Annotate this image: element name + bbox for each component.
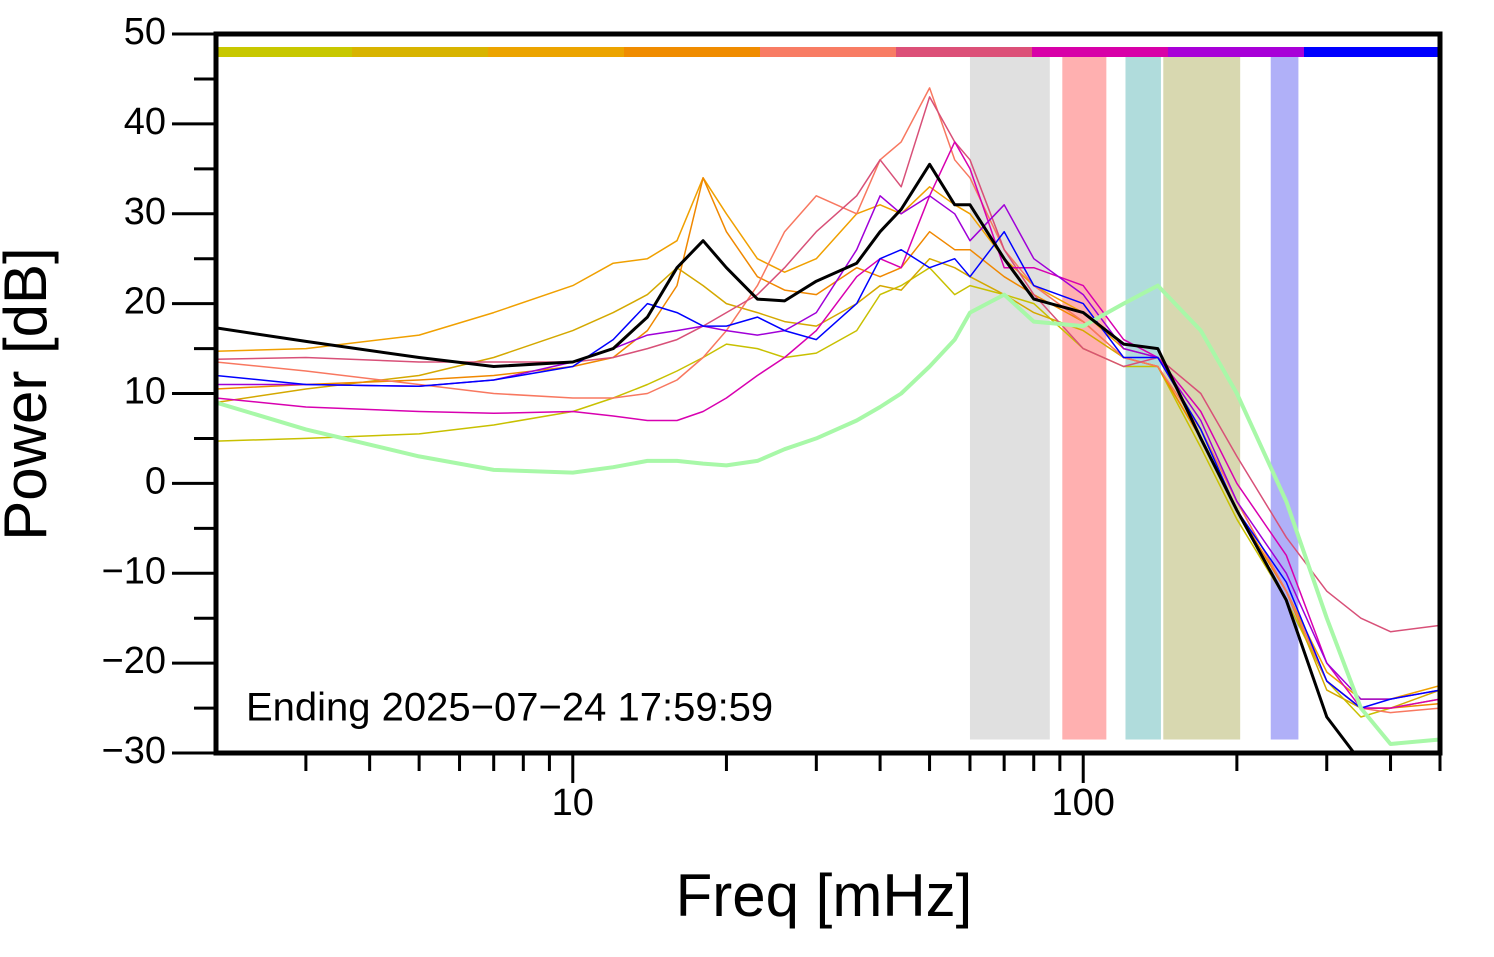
- frequency-band: [1062, 51, 1107, 740]
- y-tick-label: −20: [102, 640, 166, 682]
- y-tick-label: 50: [124, 11, 166, 53]
- spectrum-line: [216, 230, 1440, 709]
- y-axis-title: Power [dB]: [0, 247, 59, 540]
- frequency-band: [969, 51, 1050, 740]
- spectrum-line: [216, 162, 1356, 753]
- frequency-band: [1125, 51, 1161, 740]
- x-axis-title: Freq [mHz]: [676, 862, 973, 929]
- spectrum-line: [216, 141, 1440, 709]
- y-tick-label: −30: [102, 730, 166, 772]
- y-tick-label: −10: [102, 550, 166, 592]
- spectrum-line: [216, 87, 1440, 714]
- y-tick-label: 20: [124, 281, 166, 323]
- frequency-band: [1270, 51, 1299, 740]
- x-tick-label: 100: [1052, 782, 1115, 824]
- plot-frame: [213, 31, 1443, 756]
- x-tick-label: 10: [552, 782, 594, 824]
- y-tick-label: 40: [124, 101, 166, 143]
- spectrum-line: [216, 177, 1440, 709]
- y-tick-label: 0: [145, 460, 166, 502]
- spectrum-line: [216, 195, 1440, 700]
- spectrum-line: [216, 96, 1440, 633]
- spectrum-line: [216, 257, 1440, 709]
- spectrum-line: [216, 283, 1440, 746]
- annotation: Ending 2025−07−24 17:59:59: [246, 686, 773, 730]
- y-tick-label: 10: [124, 371, 166, 413]
- y-tick-label: 30: [124, 191, 166, 233]
- spectrum-line: [216, 266, 1440, 718]
